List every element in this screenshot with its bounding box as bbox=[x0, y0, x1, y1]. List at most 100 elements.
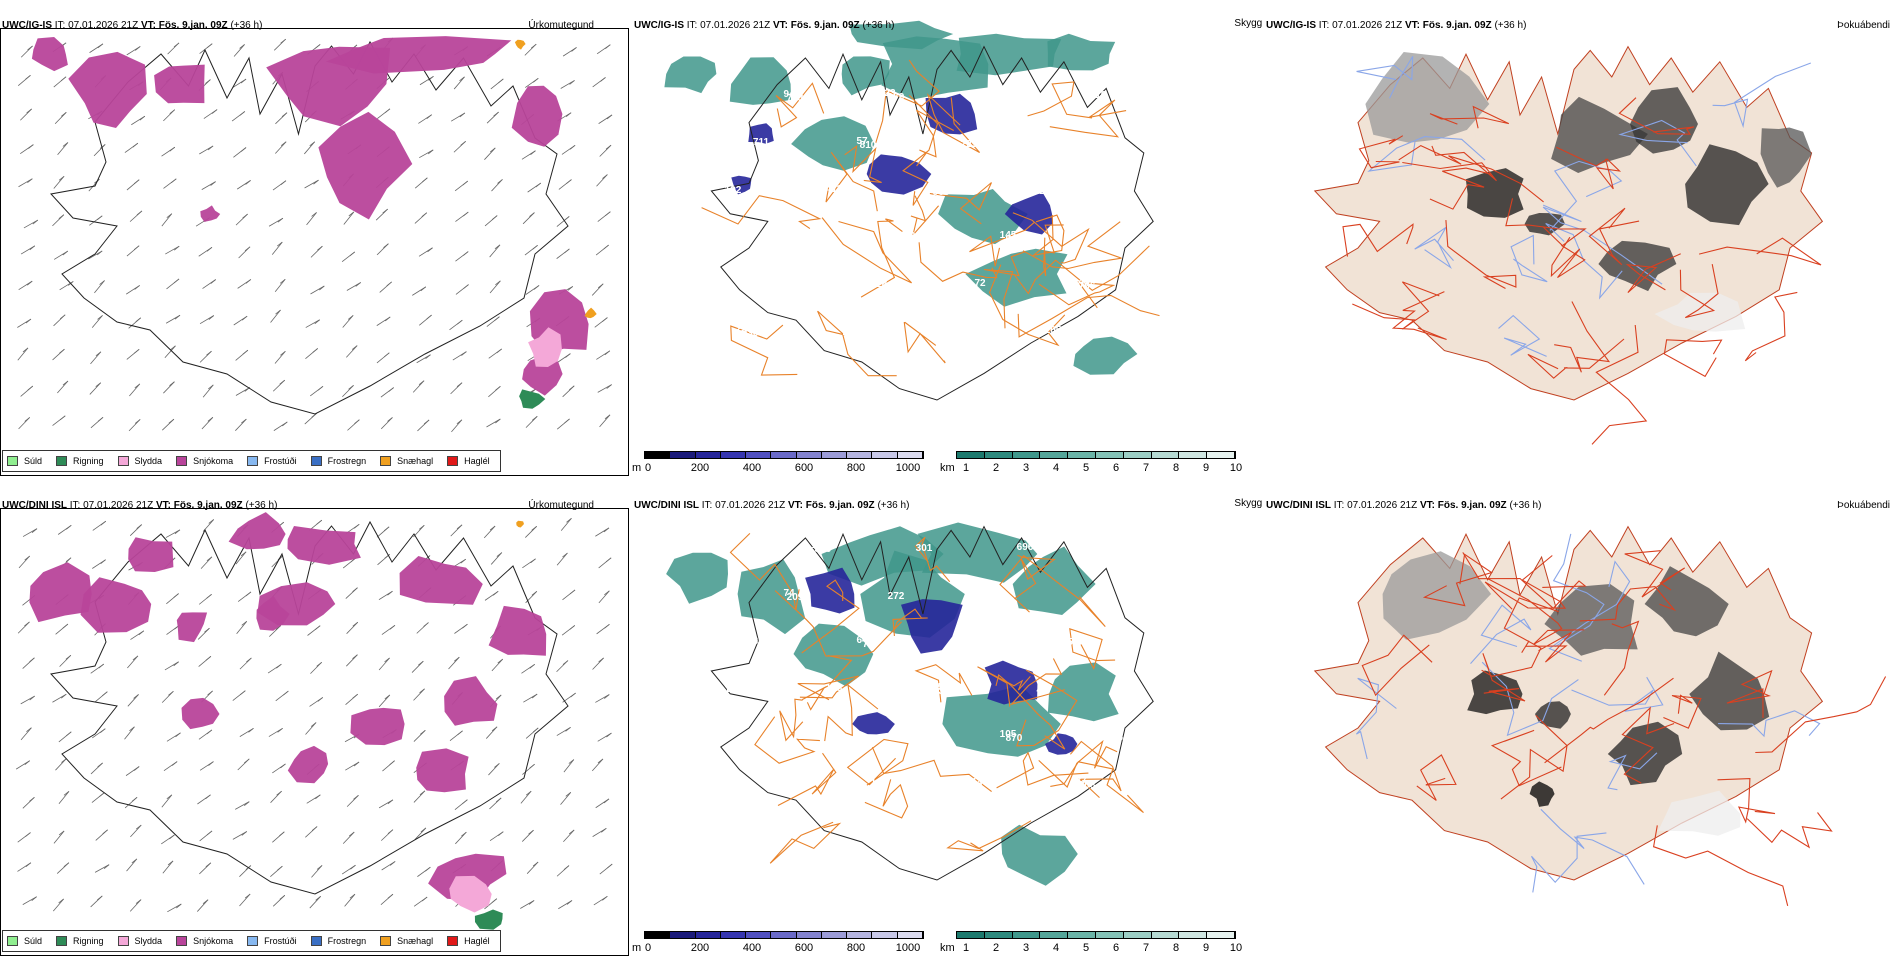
wind-barb bbox=[270, 309, 281, 323]
precip-title-bottom: Úrkomutegund bbox=[528, 500, 594, 511]
visibility-value-label: 229 bbox=[961, 139, 978, 150]
wind-barb-flag bbox=[355, 282, 361, 287]
wind-barb-flag bbox=[491, 726, 498, 732]
road-line bbox=[846, 738, 909, 786]
wind-barb bbox=[275, 141, 287, 154]
wind-barb-flag bbox=[461, 351, 467, 356]
visibility-value-label: 340 bbox=[1017, 373, 1034, 384]
visibility-value-label: 435 bbox=[944, 825, 961, 836]
height-tick: 200 bbox=[690, 942, 710, 954]
visibility-value-label: 784 bbox=[944, 326, 961, 337]
wind-barb-flag bbox=[206, 593, 212, 599]
colorbar-bin bbox=[957, 932, 985, 938]
lead-time: (+36 h) bbox=[1494, 20, 1527, 31]
wind-barb bbox=[235, 551, 247, 565]
visibility-value-label: 109 bbox=[798, 731, 815, 742]
wind-barb-flag bbox=[494, 316, 500, 322]
road-line bbox=[996, 751, 1089, 789]
wind-barb-flag bbox=[170, 345, 176, 351]
wind-barb-flag bbox=[135, 899, 142, 904]
wind-barb-flag bbox=[419, 688, 425, 694]
wind-barb bbox=[130, 824, 142, 838]
wind-barb-flag bbox=[421, 896, 428, 902]
visibility-value-label: 140 bbox=[770, 779, 787, 790]
colorbar-bin bbox=[746, 932, 772, 938]
road-line bbox=[1618, 119, 1697, 167]
wind-barb-flag bbox=[95, 351, 102, 357]
legend-swatch bbox=[447, 456, 459, 466]
visibility-value-label: 221 bbox=[1034, 186, 1051, 197]
issue-prefix: IT: bbox=[1318, 20, 1330, 31]
shaded-area bbox=[287, 745, 329, 784]
legend-swatch bbox=[176, 936, 188, 946]
wind-barb-flag bbox=[386, 281, 392, 287]
wind-barb-flag bbox=[352, 621, 359, 627]
wind-barb-flag bbox=[62, 142, 69, 147]
visibility-labels: 845 778 810 965 969 796 936 831 179 229 221 575 229 2… bbox=[714, 46, 1135, 386]
wind-barb-flag bbox=[275, 625, 282, 630]
road-line bbox=[1500, 715, 1568, 800]
wind-barb-flag bbox=[208, 315, 215, 320]
shaded-area bbox=[511, 85, 563, 147]
wind-barb-flag bbox=[174, 529, 181, 535]
wind-barb bbox=[236, 621, 248, 634]
legend-item: Snjókoma bbox=[176, 936, 233, 946]
wind-barb-flag bbox=[597, 283, 604, 289]
road-line bbox=[1755, 676, 1887, 754]
wind-barb-flag bbox=[58, 830, 65, 836]
colorbar-bin bbox=[1040, 932, 1069, 938]
wind-barb-flag bbox=[456, 419, 463, 425]
wind-barb-flag bbox=[132, 142, 139, 148]
wind-barb-flag bbox=[138, 630, 145, 636]
visibility-colorbar-strip bbox=[956, 451, 1236, 459]
wind-barb-flag bbox=[244, 893, 251, 899]
visibility-value-label: 411 bbox=[826, 184, 843, 195]
wind-barb bbox=[20, 727, 32, 741]
model-name: UWC/IG-IS bbox=[634, 20, 684, 31]
wind-barb-flag bbox=[26, 727, 32, 733]
wind-barb-flag bbox=[604, 623, 610, 629]
legend-item: Snæhagl bbox=[380, 456, 433, 466]
road-line bbox=[1482, 653, 1526, 702]
shaded-area bbox=[449, 875, 492, 913]
road-line bbox=[1544, 677, 1674, 764]
road-line bbox=[1490, 729, 1562, 787]
valid-time: Fös. 9.jan. 09Z bbox=[158, 20, 228, 31]
precip-map-top bbox=[17, 36, 613, 433]
wind-barb-flag bbox=[562, 552, 568, 558]
shaded-area bbox=[256, 596, 290, 631]
wind-barb bbox=[53, 176, 65, 189]
road-line bbox=[1352, 281, 1440, 330]
visibility-value-label: 969 bbox=[1006, 234, 1023, 245]
road-line bbox=[1470, 604, 1532, 664]
wind-barb-flag bbox=[418, 380, 425, 385]
visibility-value-label: 87 bbox=[1075, 776, 1087, 787]
visibility-value-label: 778 bbox=[787, 93, 804, 104]
wind-barb-flag bbox=[277, 865, 283, 871]
wind-barb-flag bbox=[100, 728, 106, 733]
wind-barb-flag bbox=[602, 896, 608, 901]
visibility-tick: 7 bbox=[1142, 462, 1150, 474]
road-line bbox=[1571, 676, 1664, 712]
wind-barb-flag bbox=[316, 519, 323, 525]
wind-barb bbox=[489, 280, 501, 294]
wind-barb-flag bbox=[495, 418, 501, 424]
wind-barb-flag bbox=[283, 690, 289, 696]
wind-barb-flag bbox=[97, 762, 103, 768]
road-line bbox=[988, 264, 1066, 347]
visibility-value-label: 209 bbox=[787, 592, 804, 603]
legend-swatch bbox=[247, 456, 259, 466]
wind-barb-flag bbox=[351, 345, 358, 350]
colorbar-bin bbox=[847, 452, 873, 458]
wind-barb bbox=[124, 726, 135, 740]
visibility-tick: 1 bbox=[962, 942, 970, 954]
road-line bbox=[1069, 740, 1122, 799]
wind-barb-flag bbox=[206, 350, 212, 356]
wind-barb-flag bbox=[96, 215, 103, 221]
shaded-area bbox=[519, 389, 546, 409]
colorbar-bin bbox=[1179, 452, 1208, 458]
shaded-area bbox=[1047, 33, 1116, 71]
visibility-value-label: 163 bbox=[826, 683, 843, 694]
wind-barb-flag bbox=[245, 591, 252, 597]
wind-barb-flag bbox=[427, 247, 433, 253]
